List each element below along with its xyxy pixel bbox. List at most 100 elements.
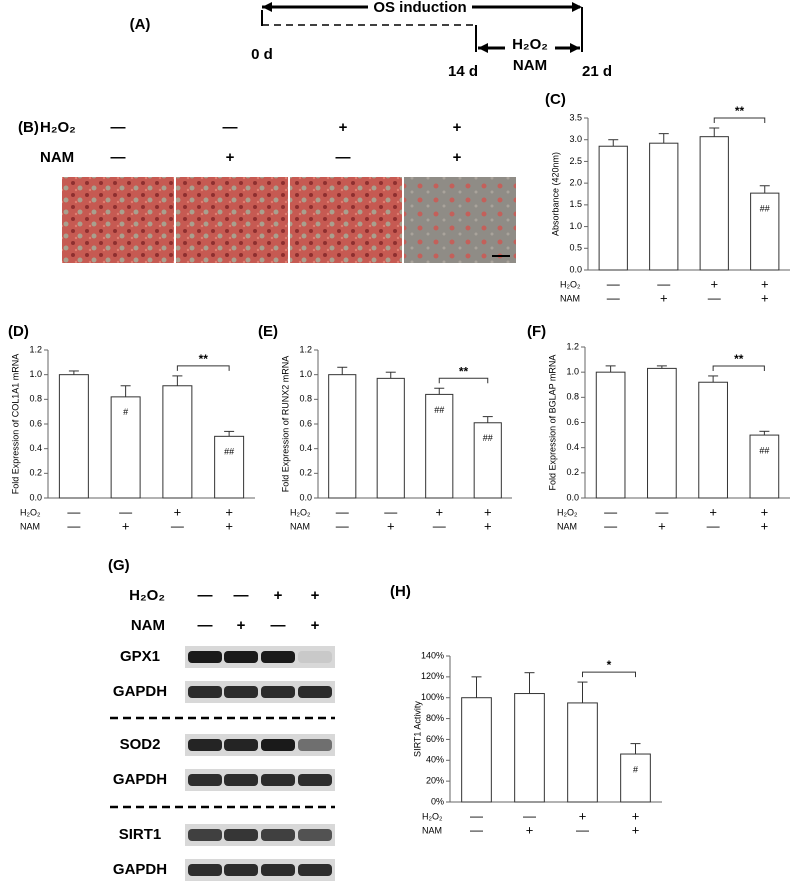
blot-label: GPX1 — [120, 648, 160, 665]
treatment-sign: — — [708, 290, 721, 305]
blot-band — [224, 829, 258, 841]
y-tick-label: 0.4 — [566, 442, 579, 452]
treatment-sign: — — [111, 119, 126, 136]
treatment-label: NAM — [290, 521, 310, 531]
blot-band — [298, 864, 332, 876]
arrow-head — [572, 2, 582, 12]
significance-bracket — [176, 365, 230, 371]
treatment-label: NAM — [131, 617, 165, 634]
y-tick-label: 60% — [426, 734, 444, 744]
treatment-sign: + — [339, 119, 348, 136]
y-tick-label: 0.2 — [299, 468, 312, 478]
treatment-sign: + — [226, 149, 235, 166]
bar — [595, 371, 626, 499]
treatment-sign: + — [174, 504, 182, 519]
blot-band — [188, 651, 222, 663]
arrow-head — [570, 43, 580, 53]
treatment-sign: — — [171, 518, 184, 533]
blot-strip — [185, 681, 335, 703]
bar — [425, 393, 454, 499]
bar — [750, 192, 780, 271]
treatment-sign: + — [761, 518, 769, 533]
treatment-label: H₂O₂ — [422, 811, 443, 821]
significance-label: ** — [734, 352, 744, 366]
blot-band — [224, 774, 258, 786]
treatment-sign: — — [111, 149, 126, 166]
treatment-sign: + — [225, 518, 233, 533]
treatment-sign: — — [655, 504, 668, 519]
significance-bracket — [712, 365, 765, 371]
y-tick-label: 1.0 — [29, 369, 42, 379]
blot-band — [188, 774, 222, 786]
time-label: 21 d — [582, 63, 612, 80]
timeline-title: OS induction — [373, 0, 466, 16]
y-axis-label: SIRT1 Activity — [412, 701, 422, 757]
treatment-sign: + — [761, 290, 769, 305]
treatment-sign: — — [523, 808, 536, 823]
treatment-sign: + — [579, 808, 587, 823]
panel-label: (B) — [18, 119, 39, 136]
treatment-sign: + — [122, 518, 130, 533]
treatment-sign: + — [761, 504, 769, 519]
blot-label: SIRT1 — [119, 826, 162, 843]
stain-image — [62, 177, 174, 263]
arrow-head — [478, 43, 488, 53]
bar — [567, 702, 598, 803]
treatment-sign: — — [604, 518, 617, 533]
blot-band — [224, 651, 258, 663]
panel-label: (C) — [545, 91, 566, 108]
treatment-label: H₂O₂ — [557, 507, 578, 517]
treatment-sign: — — [336, 149, 351, 166]
y-tick-label: 140% — [421, 650, 444, 660]
y-tick-label: 0% — [431, 796, 444, 806]
treatment-sign: + — [632, 822, 640, 837]
treatment-sign: — — [657, 276, 670, 291]
panel-label: (E) — [258, 323, 278, 340]
treatment-label: H₂O₂ — [40, 119, 76, 136]
treatment-sign: — — [223, 119, 238, 136]
treatment-sign: — — [604, 504, 617, 519]
treatment-sign: — — [271, 617, 286, 634]
bar — [647, 367, 677, 499]
panel-label: (G) — [108, 557, 130, 574]
agent: NAM — [513, 57, 547, 74]
significance-label: ** — [459, 364, 469, 378]
timeline: (A) OS induction H₂O₂ NAM 0 d 14 d 21 d — [130, 0, 612, 80]
y-tick-label: 0.2 — [566, 467, 579, 477]
bar-label: ## — [434, 405, 444, 415]
time-label: 0 d — [251, 46, 273, 63]
treatment-sign: — — [198, 587, 213, 604]
blot-band — [261, 739, 295, 751]
blot-band — [298, 651, 332, 663]
treatment-sign: — — [336, 518, 349, 533]
bar — [328, 374, 357, 499]
treatment-sign: + — [453, 149, 462, 166]
treatment-label: NAM — [422, 825, 442, 835]
significance-label: * — [607, 658, 612, 672]
significance-bracket — [713, 117, 766, 123]
y-tick-label: 0.8 — [299, 394, 312, 404]
significance-bracket — [582, 671, 636, 678]
y-axis-label: Absorbance (420nm) — [550, 152, 560, 236]
treatment-sign: + — [761, 276, 769, 291]
bar — [58, 374, 89, 499]
treatment-sign: + — [526, 822, 534, 837]
y-tick-label: 80% — [426, 713, 444, 723]
y-tick-label: 20% — [426, 776, 444, 786]
y-tick-label: 2.5 — [569, 156, 582, 166]
bar — [649, 142, 679, 271]
treatment-sign: + — [237, 617, 246, 634]
treatment-sign: + — [453, 119, 462, 136]
time-label: 14 d — [448, 63, 478, 80]
bar-label: ## — [483, 433, 493, 443]
blot-band — [224, 864, 258, 876]
blot-band — [261, 774, 295, 786]
bar-label: ## — [760, 204, 770, 214]
y-tick-label: 0.8 — [566, 392, 579, 402]
treatment-sign: + — [435, 504, 443, 519]
y-tick-label: 0.4 — [29, 443, 42, 453]
treatment-sign: — — [119, 504, 132, 519]
treatment-sign: + — [660, 290, 668, 305]
panel-label: (F) — [527, 323, 546, 340]
label-bg — [505, 36, 555, 74]
